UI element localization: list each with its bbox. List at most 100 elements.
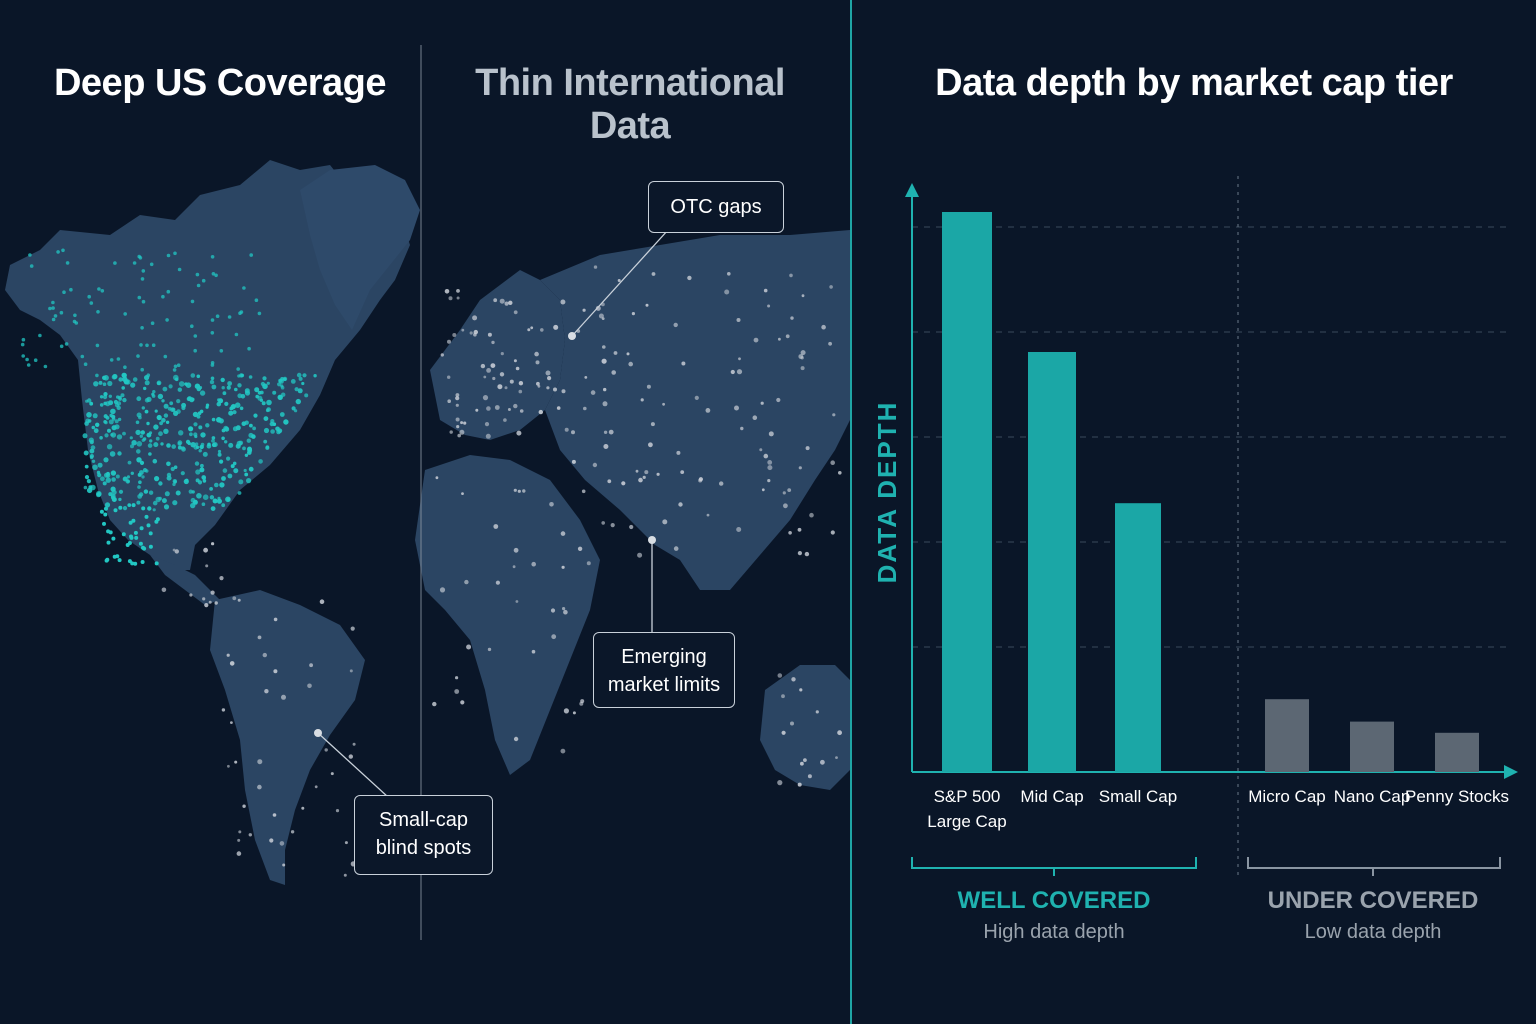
intl-dot bbox=[343, 873, 347, 877]
us-dot bbox=[178, 430, 184, 436]
bar-5 bbox=[1435, 732, 1479, 772]
us-dot bbox=[111, 536, 116, 541]
intl-dot bbox=[593, 265, 598, 269]
us-dot bbox=[110, 433, 114, 437]
intl-dot bbox=[629, 524, 634, 530]
us-dot bbox=[251, 434, 256, 439]
us-dot bbox=[163, 354, 168, 359]
us-dot bbox=[149, 439, 153, 443]
us-dot bbox=[196, 374, 201, 379]
us-dot bbox=[140, 277, 145, 281]
us-dot bbox=[193, 348, 197, 353]
us-dot bbox=[160, 442, 164, 446]
intl-dot bbox=[472, 315, 478, 321]
us-dot bbox=[181, 446, 185, 450]
us-dot bbox=[172, 368, 177, 372]
us-dot bbox=[177, 440, 183, 446]
thin-international-title: Thin International Data bbox=[475, 62, 785, 147]
panel-divider bbox=[850, 0, 852, 1024]
us-dot bbox=[246, 438, 251, 443]
us-dot bbox=[122, 376, 128, 382]
us-dot bbox=[137, 254, 141, 259]
us-dot bbox=[144, 380, 150, 386]
intl-dot bbox=[307, 683, 312, 689]
intl-dot bbox=[576, 329, 581, 333]
intl-dot bbox=[504, 386, 508, 390]
intl-dot bbox=[513, 403, 518, 409]
us-dot bbox=[190, 299, 195, 304]
us-dot bbox=[120, 393, 125, 398]
us-dot bbox=[152, 390, 156, 394]
us-dot bbox=[149, 262, 154, 267]
us-dot bbox=[228, 410, 234, 416]
us-dot bbox=[243, 468, 247, 473]
intl-dot bbox=[828, 341, 832, 346]
us-dot bbox=[211, 384, 217, 390]
us-dot bbox=[221, 436, 225, 441]
us-dot bbox=[48, 306, 52, 311]
intl-dot bbox=[234, 760, 238, 764]
chart-title: Data depth by market cap tier bbox=[935, 62, 1453, 104]
us-dot bbox=[89, 448, 95, 454]
us-dot bbox=[106, 444, 113, 450]
intl-dot bbox=[590, 390, 596, 395]
intl-dot bbox=[219, 576, 224, 581]
us-dot bbox=[133, 561, 138, 566]
us-dot bbox=[220, 377, 225, 383]
us-dot bbox=[185, 439, 191, 444]
us-dot bbox=[108, 419, 114, 425]
us-dot bbox=[184, 478, 189, 483]
us-dot bbox=[210, 506, 216, 511]
us-dot bbox=[132, 377, 138, 382]
us-dot bbox=[244, 388, 250, 394]
us-dot bbox=[199, 467, 205, 473]
us-dot bbox=[148, 531, 153, 536]
us-dot bbox=[170, 466, 175, 472]
us-dot bbox=[184, 382, 188, 386]
us-dot bbox=[108, 400, 114, 406]
intl-dot bbox=[509, 379, 514, 384]
us-dot bbox=[235, 443, 241, 449]
intl-dot bbox=[561, 389, 566, 394]
intl-dot bbox=[560, 299, 566, 305]
us-dot bbox=[269, 421, 274, 427]
intl-dot bbox=[644, 470, 649, 475]
us-dot bbox=[270, 429, 275, 434]
us-dot bbox=[232, 426, 238, 432]
y-axis-arrow bbox=[905, 183, 919, 197]
intl-dot bbox=[551, 634, 557, 640]
us-dot bbox=[20, 342, 25, 347]
intl-dot bbox=[447, 399, 452, 404]
us-dot bbox=[263, 427, 270, 434]
intl-dot bbox=[564, 427, 569, 432]
intl-dot bbox=[610, 523, 615, 528]
intl-dot bbox=[560, 748, 566, 754]
us-dot bbox=[192, 411, 199, 418]
intl-dot bbox=[519, 409, 524, 413]
us-dot bbox=[148, 452, 152, 456]
us-dot bbox=[90, 445, 96, 450]
intl-dot bbox=[797, 551, 803, 556]
us-dot bbox=[263, 416, 269, 421]
us-dot bbox=[110, 408, 116, 415]
us-dot bbox=[172, 479, 177, 484]
intl-dot bbox=[204, 603, 209, 608]
us-dot bbox=[111, 477, 116, 482]
intl-dot bbox=[545, 370, 551, 376]
smallcap-leader-line bbox=[317, 732, 389, 798]
us-dot bbox=[172, 500, 178, 506]
intl-dot bbox=[640, 398, 644, 402]
intl-dot bbox=[760, 401, 764, 405]
us-dot bbox=[135, 420, 140, 425]
us-dot bbox=[205, 423, 210, 428]
us-dot bbox=[263, 439, 268, 444]
intl-dot bbox=[790, 316, 794, 320]
us-dot bbox=[99, 403, 104, 407]
us-dot bbox=[163, 413, 169, 418]
intl-dot bbox=[782, 491, 786, 495]
us-dot bbox=[280, 384, 284, 388]
us-dot bbox=[105, 473, 111, 478]
us-dot bbox=[144, 398, 150, 403]
us-dot bbox=[298, 376, 303, 381]
intl-dot bbox=[210, 590, 215, 595]
